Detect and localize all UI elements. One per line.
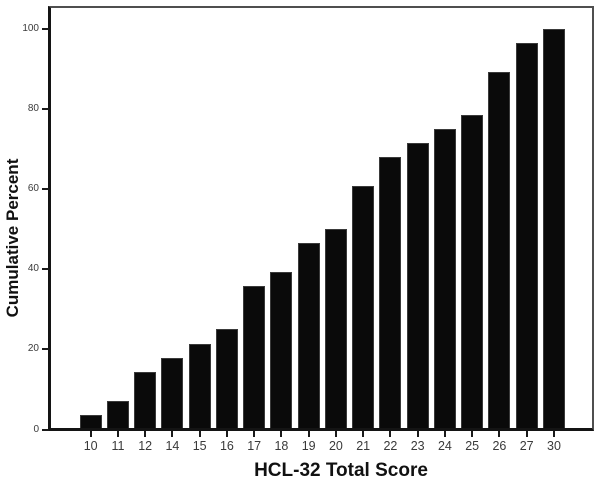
- bar-score-19: [297, 243, 320, 430]
- x-tick-mark: [471, 431, 474, 437]
- bar-score-18: [270, 272, 293, 430]
- x-tick-label: 11: [111, 439, 125, 453]
- y-tick-label: 40: [27, 263, 39, 275]
- y-tick-label: 60: [27, 183, 39, 194]
- bar-score-22: [379, 157, 402, 430]
- y-axis-title: Cumulative Percent: [3, 158, 22, 318]
- y-tick-mark: [42, 428, 49, 431]
- x-tick-label: 19: [301, 439, 316, 453]
- x-tick-mark: [362, 431, 365, 437]
- x-tick-label: 20: [328, 439, 343, 453]
- x-tick-mark: [389, 431, 392, 437]
- bar-score-16: [215, 329, 238, 430]
- bar-score-26: [488, 71, 511, 430]
- x-tick-label: 10: [83, 439, 98, 453]
- x-tick-label: 18: [274, 439, 289, 453]
- x-tick-mark: [171, 431, 174, 437]
- bar-score-21: [352, 186, 375, 430]
- x-tick-mark: [89, 431, 92, 437]
- y-tick-mark: [42, 188, 49, 190]
- x-tick-mark: [280, 431, 283, 437]
- y-tick-mark: [42, 348, 49, 351]
- x-tick-mark: [144, 431, 147, 437]
- plot-frame: [48, 6, 594, 431]
- bar-score-20: [324, 229, 347, 430]
- x-tick-mark: [307, 431, 310, 437]
- x-tick-mark: [334, 431, 337, 437]
- bar-score-10: [79, 415, 102, 430]
- y-tick-mark: [42, 107, 49, 110]
- x-tick-mark: [117, 431, 119, 437]
- bar-score-23: [406, 143, 429, 430]
- bar-score-12: [134, 372, 157, 430]
- y-tick-label: 80: [27, 102, 39, 114]
- x-tick-label: 26: [492, 439, 507, 453]
- x-tick-label: 12: [138, 439, 153, 453]
- x-tick-mark: [443, 431, 446, 437]
- bar-score-24: [433, 128, 456, 430]
- bar-score-25: [461, 114, 484, 430]
- bar-score-17: [243, 286, 266, 430]
- x-tick-mark: [416, 431, 419, 437]
- x-tick-mark: [498, 431, 501, 437]
- x-tick-mark: [525, 431, 528, 437]
- bar-score-11: [107, 400, 129, 430]
- x-tick-mark: [553, 431, 555, 437]
- x-tick-label: 23: [410, 439, 425, 453]
- x-tick-label: 15: [192, 439, 207, 453]
- x-axis-title: HCL-32 Total Score: [254, 460, 428, 481]
- x-tick-label: 24: [437, 439, 452, 453]
- x-tick-label: 21: [356, 439, 371, 453]
- y-tick-label: 100: [22, 22, 39, 34]
- x-tick-mark: [198, 431, 201, 437]
- x-tick-label: 14: [165, 439, 180, 453]
- x-tick-label: 25: [465, 439, 480, 453]
- y-tick-label: 0: [33, 423, 39, 435]
- bar-score-14: [161, 357, 184, 430]
- x-tick-label: 30: [547, 439, 561, 453]
- y-tick-label: 20: [27, 343, 39, 355]
- bar-score-30: [543, 28, 565, 430]
- x-tick-label: 17: [247, 439, 262, 453]
- x-tick-label: 27: [519, 439, 534, 453]
- x-tick-label: 22: [383, 439, 398, 453]
- bar-score-27: [515, 42, 538, 430]
- x-tick-label: 16: [219, 439, 234, 453]
- x-tick-mark: [225, 431, 228, 437]
- x-tick-mark: [253, 431, 256, 437]
- y-tick-mark: [42, 268, 49, 271]
- y-tick-mark: [42, 27, 49, 30]
- bar-score-15: [188, 343, 211, 430]
